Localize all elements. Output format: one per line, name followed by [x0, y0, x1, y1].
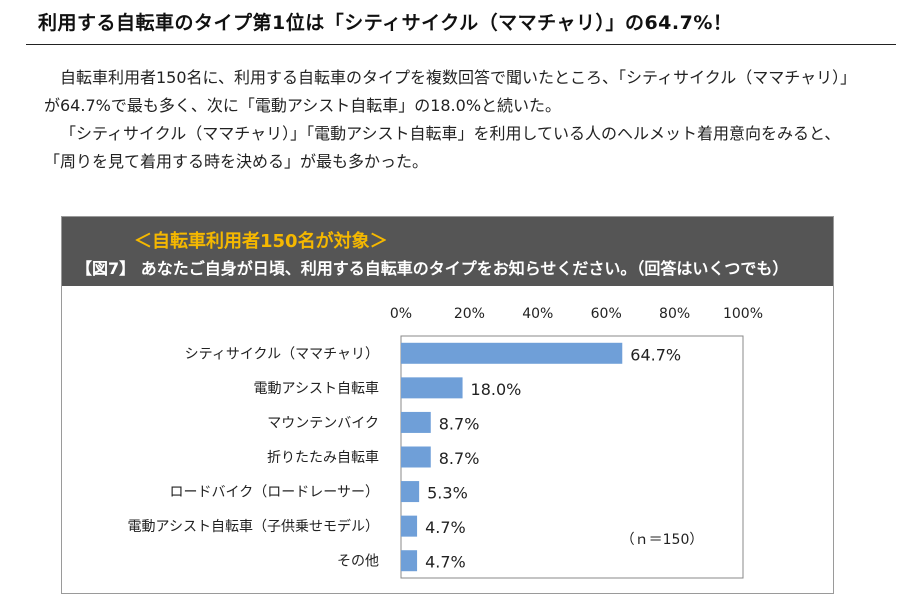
- x-tick-label: 100%: [723, 306, 763, 322]
- bar: [401, 377, 463, 399]
- category-label: その他: [337, 554, 379, 570]
- x-tick-label: 40%: [522, 306, 553, 322]
- category-label: 電動アシスト自転車（子供乗せモデル）: [128, 518, 379, 535]
- data-label: 8.7%: [439, 449, 480, 468]
- x-tick-label: 0%: [390, 306, 412, 322]
- data-label: 64.7%: [630, 345, 681, 364]
- category-label: マウンテンバイク: [267, 415, 379, 431]
- bar: [401, 550, 418, 572]
- headline-divider: [26, 44, 896, 45]
- category-label: シティサイクル（ママチャリ）: [185, 346, 379, 362]
- bar: [401, 481, 420, 503]
- figure-target-label: ＜自転車利用者150名が対象＞: [134, 231, 388, 252]
- bar: [401, 342, 623, 364]
- page-headline: 利用する自転車のタイプ第1位は「シティサイクル（ママチャリ）」の64.7%！: [38, 12, 733, 34]
- category-label: 折りたたみ自転車: [267, 449, 379, 466]
- x-tick-label: 20%: [454, 306, 485, 322]
- data-label: 4.7%: [425, 553, 466, 572]
- sample-size-note: （ｎ＝150）: [621, 532, 704, 548]
- figure-question: 【図7】 あなたご自身が日頃、利用する自転車のタイプをお知らせください。（回答は…: [76, 259, 789, 278]
- figure-7: ＜自転車利用者150名が対象＞ 【図7】 あなたご自身が日頃、利用する自転車のタ…: [61, 216, 834, 594]
- bar-chart: 0% 20% 40% 60% 80% 100% シティサイクル（ママチャリ） 64.7% 電動ア…: [128, 306, 763, 579]
- paragraph-1: 自転車利用者150名に、利用する自転車のタイプを複数回答で聞いたところ、「シティ…: [44, 68, 857, 115]
- body-text: 自転車利用者150名に、利用する自転車のタイプを複数回答で聞いたところ、「シティ…: [44, 64, 864, 176]
- category-label: ロードバイク（ロードレーサー）: [170, 485, 379, 501]
- data-label: 4.7%: [425, 518, 466, 537]
- bar: [401, 446, 431, 468]
- x-tick-label: 60%: [591, 306, 622, 322]
- bar: [401, 515, 418, 537]
- paragraph-2: 「シティサイクル（ママチャリ）」「電動アシスト自転車」を利用している人のヘルメッ…: [44, 124, 841, 171]
- x-tick-label: 80%: [659, 306, 690, 322]
- data-label: 5.3%: [427, 484, 468, 503]
- data-label: 18.0%: [471, 380, 522, 399]
- figure-header: ＜自転車利用者150名が対象＞ 【図7】 あなたご自身が日頃、利用する自転車のタ…: [62, 217, 833, 286]
- data-label: 8.7%: [439, 414, 480, 433]
- bar: [401, 411, 431, 433]
- category-label: 電動アシスト自転車: [254, 380, 379, 397]
